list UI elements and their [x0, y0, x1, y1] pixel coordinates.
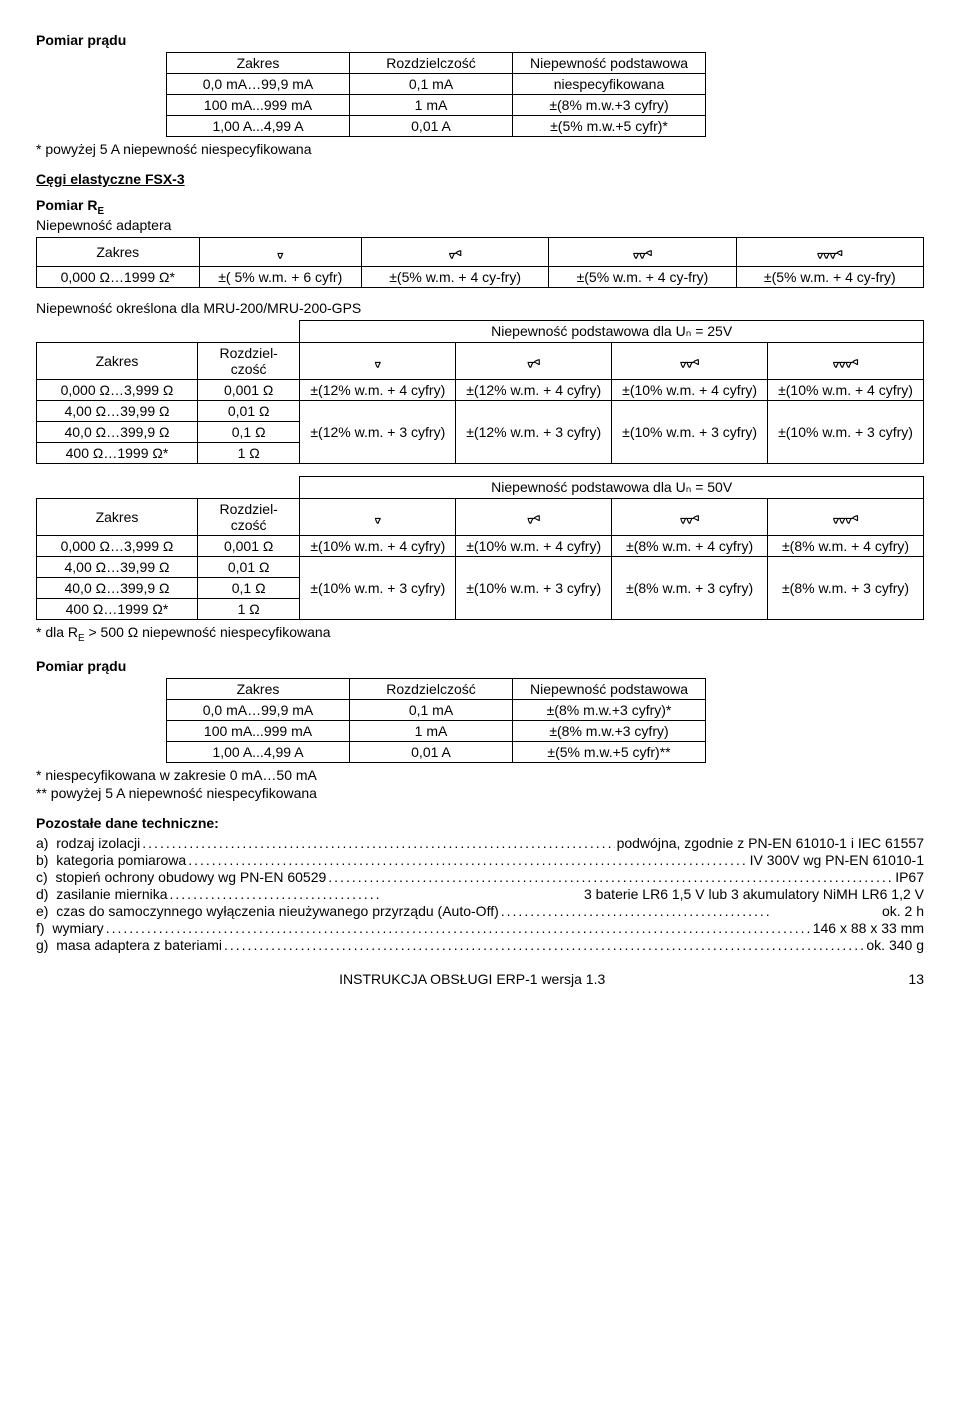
- table-current-measurement-1: Zakres Rozdzielczość Niepewność podstawo…: [166, 52, 706, 137]
- table-row: 1,00 A...4,99 A 0,01 A ±(5% m.w.+5 cyfr)…: [167, 741, 706, 762]
- coil-icon: ᢦᢦᢦ: [549, 237, 736, 266]
- table-row: 100 mA...999 mA 1 mA ±(8% m.w.+3 cyfry): [167, 95, 706, 116]
- table-current-measurement-2: Zakres Rozdzielczość Niepewność podstawo…: [166, 678, 706, 763]
- tech-row: e) czas do samoczynnego wyłączenia nieuż…: [36, 903, 924, 919]
- th-resolution: Rozdziel-czość: [197, 342, 299, 379]
- footnote-section6-1: * niespecyfikowana w zakresie 0 mA…50 mA: [36, 767, 924, 783]
- page-number: 13: [908, 971, 924, 987]
- table-mru200-50v: Niepewność podstawowa dla Uₙ = 50V Zakre…: [36, 476, 924, 620]
- th-range: Zakres: [37, 342, 198, 379]
- table-row: 0,000 Ω…3,999 Ω 0,001 Ω ±(12% w.m. + 4 c…: [37, 379, 924, 400]
- coil-icon: ᢦᢦᢦ: [612, 342, 768, 379]
- th-range: Zakres: [167, 678, 350, 699]
- table-row: 1,00 A...4,99 A 0,01 A ±(5% m.w.+5 cyfr)…: [167, 116, 706, 137]
- banner-50v: Niepewność podstawowa dla Uₙ = 50V: [300, 476, 924, 498]
- coil-icon: ᢦ: [300, 342, 456, 379]
- table-row: 0,0 mA…99,9 mA 0,1 mA niespecyfikowana: [167, 74, 706, 95]
- coil-icon: ᢦᢦ: [361, 237, 548, 266]
- th-uncertainty: Niepewność podstawowa: [513, 53, 706, 74]
- th-uncertainty: Niepewność podstawowa: [513, 678, 706, 699]
- table-mru200-25v: Niepewność podstawowa dla Uₙ = 25V Zakre…: [36, 320, 924, 464]
- th-resolution: Rozdziel-czość: [197, 498, 299, 535]
- section6-title: Pomiar prądu: [36, 658, 924, 674]
- th-range: Zakres: [37, 498, 198, 535]
- coil-icon: ᢦᢦᢦ: [612, 498, 768, 535]
- coil-icon: ᢦ: [199, 237, 361, 266]
- footnote-section6-2: ** powyżej 5 A niepewność niespecyfikowa…: [36, 785, 924, 801]
- tech-row: f) wymiary .............................…: [36, 920, 924, 936]
- page-footer: INSTRUKCJA OBSŁUGI ERP-1 wersja 1.3 13: [36, 971, 924, 987]
- table-row: 100 mA...999 mA 1 mA ±(8% m.w.+3 cyfry): [167, 720, 706, 741]
- tech-list: a) rodzaj izolacji .....................…: [36, 835, 924, 953]
- tech-row: d) zasilanie miernika ..................…: [36, 886, 924, 902]
- coil-icon: ᢦᢦᢦᢦ: [768, 498, 924, 535]
- section1-title: Pomiar prądu: [36, 32, 924, 48]
- table-adapter-uncertainty: Zakres ᢦ ᢦᢦ ᢦᢦᢦ ᢦᢦᢦᢦ 0,000 Ω…1999 Ω* ±( …: [36, 237, 924, 288]
- tech-title: Pozostałe dane techniczne:: [36, 815, 924, 831]
- table-row: 0,000 Ω…1999 Ω* ±( 5% w.m. + 6 cyfr) ±(5…: [37, 266, 924, 287]
- banner-25v: Niepewność podstawowa dla Uₙ = 25V: [300, 320, 924, 342]
- footnote-section5: * dla RE > 500 Ω niepewność niespecyfiko…: [36, 624, 924, 644]
- table-row: 4,00 Ω…39,99 Ω 0,01 Ω ±(10% w.m. + 3 cyf…: [37, 556, 924, 577]
- th-resolution: Rozdzielczość: [350, 53, 513, 74]
- coil-icon: ᢦ: [300, 498, 456, 535]
- tech-row: b) kategoria pomiarowa .................…: [36, 852, 924, 868]
- tech-row: c) stopień ochrony obudowy wg PN-EN 6052…: [36, 869, 924, 885]
- coil-icon: ᢦᢦ: [456, 498, 612, 535]
- footnote-section1: * powyżej 5 A niepewność niespecyfikowan…: [36, 141, 924, 157]
- tech-row: g) masa adaptera z bateriami ...........…: [36, 937, 924, 953]
- section3-title: Pomiar RE: [36, 197, 924, 217]
- section2-title: Cęgi elastyczne FSX-3: [36, 171, 924, 187]
- coil-icon: ᢦᢦᢦᢦ: [768, 342, 924, 379]
- table-row: 0,000 Ω…3,999 Ω 0,001 Ω ±(10% w.m. + 4 c…: [37, 535, 924, 556]
- footer-text: INSTRUKCJA OBSŁUGI ERP-1 wersja 1.3: [339, 971, 605, 987]
- table-row: 0,0 mA…99,9 mA 0,1 mA ±(8% m.w.+3 cyfry)…: [167, 699, 706, 720]
- section4-title: Niepewność określona dla MRU-200/MRU-200…: [36, 300, 924, 316]
- coil-icon: ᢦᢦᢦᢦ: [736, 237, 923, 266]
- th-resolution: Rozdzielczość: [350, 678, 513, 699]
- section3-subtitle: Niepewność adaptera: [36, 217, 924, 233]
- th-range: Zakres: [167, 53, 350, 74]
- th-range: Zakres: [37, 237, 200, 266]
- table-row: 4,00 Ω…39,99 Ω 0,01 Ω ±(12% w.m. + 3 cyf…: [37, 400, 924, 421]
- coil-icon: ᢦᢦ: [456, 342, 612, 379]
- tech-row: a) rodzaj izolacji .....................…: [36, 835, 924, 851]
